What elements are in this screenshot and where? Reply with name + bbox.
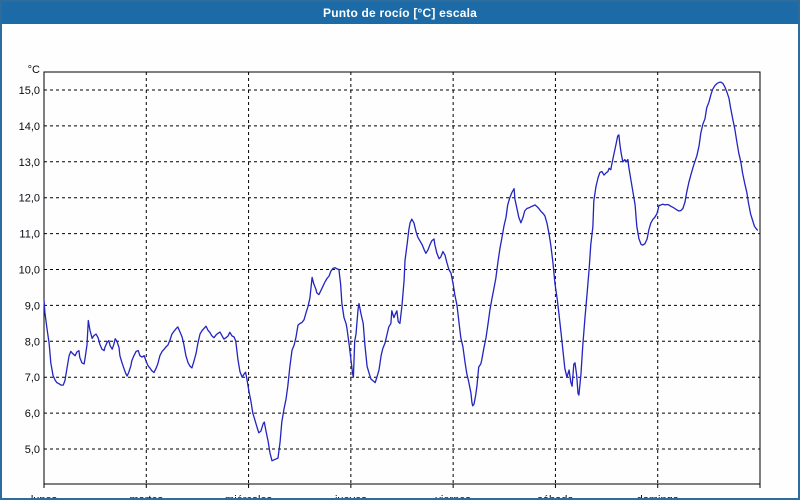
y-axis-tick-label: 7,0 [25,372,40,384]
x-axis-day-label: martes [129,494,163,500]
y-axis-unit-label: °C [28,64,40,76]
chart-title-bar: Punto de rocío [°C] escala [2,2,798,24]
x-axis-day-label: lunes [31,494,58,500]
chart-title: Punto de rocío [°C] escala [322,6,478,20]
x-axis-day-label: jueves [334,494,367,500]
x-axis-day-label: sábado [537,494,573,500]
y-axis-tick-label: 14,0 [19,121,40,133]
y-axis-tick-label: 11,0 [19,229,40,241]
dew-point-chart: 15,0 14,0 13,0 12,0 11,0 10,0 9,0 8,0 7,0 6,0 5,0 °… [19,64,761,500]
y-axis-tick-label: 12,0 [19,193,40,205]
plot-border [43,71,761,485]
y-axis-tick-label: 8,0 [25,336,40,348]
x-axis-day-label: miércoles [225,494,273,500]
y-axis-tick-label: 6,0 [25,408,40,420]
dew-point-line [43,81,759,462]
chart-plot-region: 15,0 14,0 13,0 12,0 11,0 10,0 9,0 8,0 7,0 6,0 5,0 °… [2,24,798,498]
y-axis-tick-label: 5,0 [25,444,40,456]
x-axis-day-label: viernes [435,494,471,500]
y-axis-tick-label: 9,0 [25,300,40,312]
x-axis-day-label: domingo [637,494,679,500]
y-axis-tick-label: 15,0 [19,85,40,97]
y-axis-tick-label: 13,0 [19,157,40,169]
y-axis-tick-label: 10,0 [19,265,40,277]
